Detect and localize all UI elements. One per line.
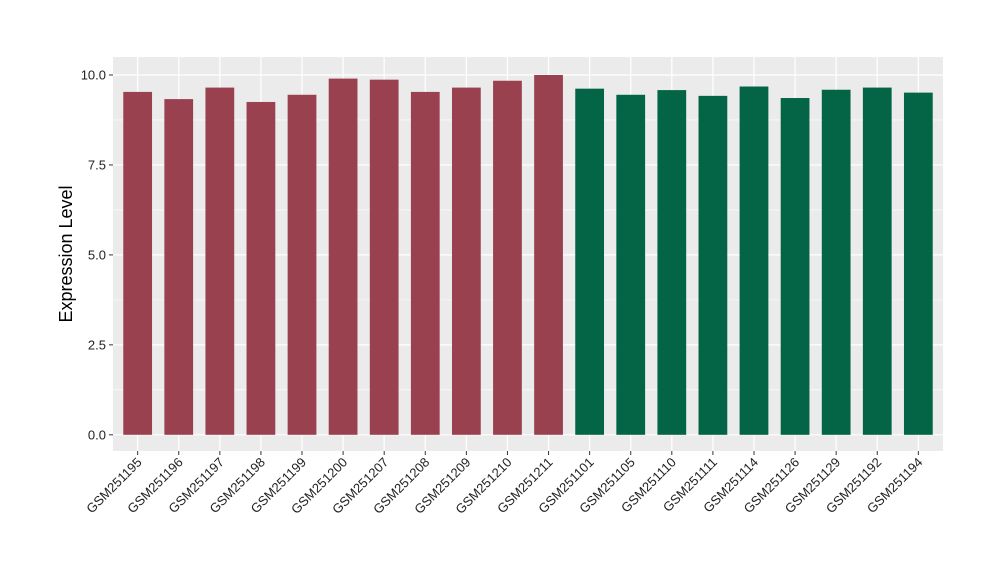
bar-GSM251105 [616,94,646,435]
bar-GSM251126 [780,98,810,435]
bar-GSM251208 [410,91,440,435]
bar-GSM251194 [903,92,933,435]
bar-GSM251129 [821,89,851,435]
y-axis: 0.0 2.5 5.0 7.5 10.0 [81,67,113,442]
y-tick-label: 0.0 [88,427,106,442]
x-axis: GSM251195GSM251196GSM251197GSM251198GSM2… [83,451,925,517]
bar-GSM251192 [862,87,892,435]
bar-GSM251110 [657,90,687,435]
bar-GSM251198 [246,101,276,435]
bar-GSM251111 [698,95,728,435]
bar-GSM251211 [534,74,563,435]
bar-GSM251101 [575,88,605,435]
bar-GSM251196 [164,99,194,435]
bar-GSM251209 [451,87,481,435]
bar-GSM251210 [493,80,522,435]
y-tick-label: 2.5 [88,337,106,352]
bar-GSM251114 [739,86,769,435]
bar-GSM251197 [205,87,235,435]
y-tick-label: 7.5 [88,157,106,172]
y-tick-label: 10.0 [81,67,106,82]
y-tick-label: 5.0 [88,247,106,262]
bar-GSM251200 [328,78,358,435]
plot-panel [113,57,943,451]
y-axis-title: Expression Level [56,185,76,322]
bar-GSM251195 [123,91,153,435]
bars [123,74,933,435]
bar-GSM251207 [369,79,399,435]
bar-GSM251199 [287,94,317,435]
